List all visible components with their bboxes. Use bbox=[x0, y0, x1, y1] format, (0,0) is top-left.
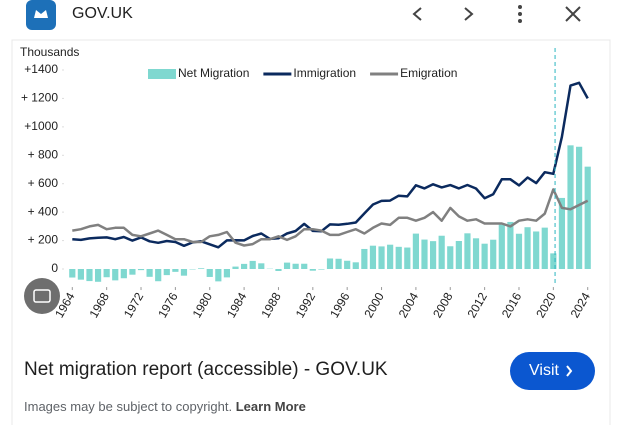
bar bbox=[404, 247, 411, 269]
y-axis-label: Thousands bbox=[20, 45, 79, 59]
bar bbox=[455, 240, 462, 269]
bar bbox=[258, 263, 265, 269]
legend-label: Net Migration bbox=[178, 66, 249, 80]
bar bbox=[215, 269, 222, 282]
y-tick-label: + 400 bbox=[28, 204, 59, 218]
bar bbox=[112, 269, 119, 281]
bar bbox=[387, 244, 394, 269]
bar bbox=[146, 269, 153, 277]
bar bbox=[103, 269, 110, 278]
bar bbox=[206, 269, 213, 277]
chart: Thousands 0 + 200 + 400 + 600 + 800 +1000 + 12… bbox=[20, 45, 593, 320]
legend-label: Emigration bbox=[400, 66, 457, 80]
bar bbox=[472, 238, 480, 269]
site-name[interactable]: GOV.UK bbox=[72, 5, 133, 22]
bar bbox=[447, 246, 454, 269]
bar bbox=[172, 269, 179, 272]
legend-swatch bbox=[148, 69, 176, 79]
y-tick-label: + 1200 bbox=[21, 91, 58, 105]
line bbox=[72, 188, 589, 247]
visit-label: Visit bbox=[529, 362, 559, 379]
bar bbox=[249, 260, 256, 269]
bar bbox=[137, 269, 145, 271]
bar bbox=[352, 262, 359, 269]
bar bbox=[129, 269, 136, 275]
bar bbox=[283, 262, 291, 269]
visit-chevron bbox=[566, 365, 573, 377]
bar bbox=[584, 166, 591, 269]
copyright-note: Images may be subject to copyright. Lear… bbox=[24, 399, 306, 414]
lens-icon bbox=[33, 289, 51, 303]
bar bbox=[198, 268, 205, 269]
y-tick-label: +1000 bbox=[24, 119, 58, 133]
bar bbox=[223, 269, 231, 278]
bar bbox=[318, 269, 325, 270]
y-tick-label: + 600 bbox=[28, 176, 59, 190]
bar bbox=[524, 227, 531, 269]
card bbox=[11, 39, 611, 425]
bar bbox=[395, 246, 402, 269]
bar bbox=[429, 241, 437, 269]
bar bbox=[180, 269, 188, 276]
bar bbox=[163, 269, 170, 276]
bar bbox=[232, 266, 239, 269]
bar bbox=[77, 269, 84, 280]
bar bbox=[301, 263, 308, 269]
next-button[interactable] bbox=[464, 7, 474, 21]
bar bbox=[541, 227, 548, 269]
bar bbox=[335, 258, 342, 269]
bar bbox=[275, 269, 282, 271]
bar bbox=[309, 269, 316, 271]
bar bbox=[369, 245, 377, 269]
legend-label: Immigration bbox=[293, 66, 356, 80]
y-tick-label: + 800 bbox=[28, 147, 59, 161]
bar bbox=[464, 233, 471, 269]
line bbox=[72, 81, 589, 249]
bar bbox=[344, 260, 351, 269]
bar bbox=[120, 269, 127, 279]
bar bbox=[69, 269, 76, 278]
bar bbox=[490, 239, 497, 269]
bar bbox=[421, 239, 428, 269]
bar bbox=[94, 269, 102, 282]
bar bbox=[507, 221, 514, 269]
y-tick-label: +1400 bbox=[24, 62, 58, 76]
crown bbox=[34, 10, 48, 18]
bar bbox=[567, 145, 574, 269]
visit-button[interactable] bbox=[510, 352, 595, 390]
bar bbox=[515, 233, 523, 269]
menu-button[interactable] bbox=[518, 5, 522, 23]
bar bbox=[86, 269, 93, 282]
bar bbox=[498, 224, 505, 269]
prev-button[interactable] bbox=[412, 7, 422, 21]
bar bbox=[550, 253, 557, 269]
result-title[interactable]: Net migration report (accessible) - GOV.… bbox=[24, 359, 388, 380]
bar bbox=[241, 263, 248, 269]
bar bbox=[292, 263, 299, 269]
bar bbox=[412, 233, 419, 269]
bar bbox=[155, 269, 162, 282]
bar bbox=[576, 146, 583, 269]
learn-more-link[interactable]: Learn More bbox=[236, 399, 306, 414]
y-tick-label: 0 bbox=[51, 261, 58, 275]
bar bbox=[438, 235, 445, 269]
bar bbox=[558, 197, 566, 269]
note: Images may be subject to copyright. bbox=[24, 399, 232, 414]
lens-button[interactable] bbox=[24, 278, 60, 314]
bar bbox=[361, 248, 368, 269]
bar bbox=[326, 258, 334, 269]
y-tick-label: + 200 bbox=[28, 233, 59, 247]
close-button[interactable] bbox=[565, 6, 581, 22]
bar bbox=[481, 243, 488, 269]
bar bbox=[533, 231, 540, 269]
bar bbox=[378, 246, 385, 269]
